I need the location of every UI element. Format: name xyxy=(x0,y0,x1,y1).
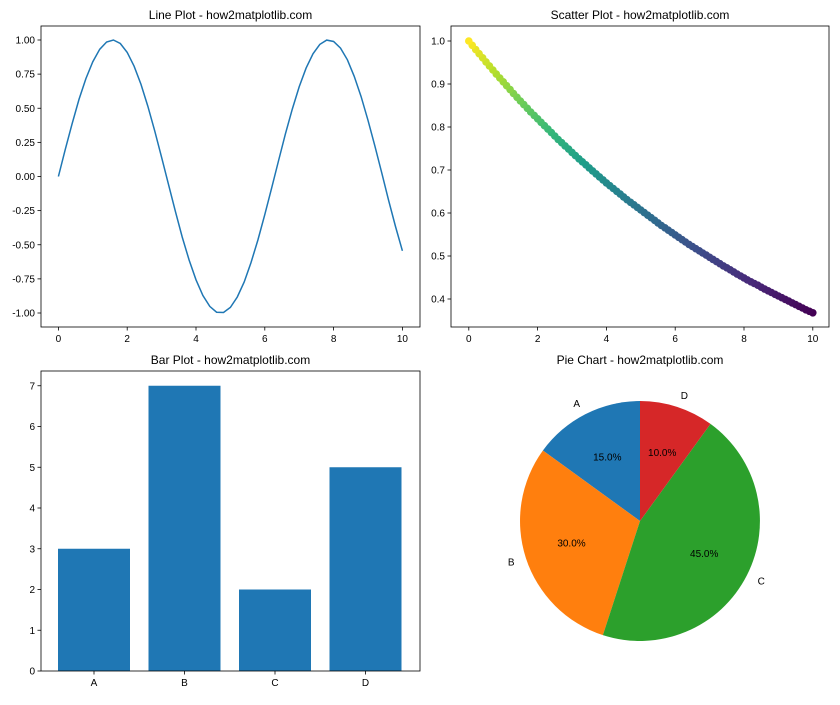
y-tick-label: 0.6 xyxy=(431,209,445,220)
pie-label: A xyxy=(573,399,580,410)
x-tick-label: B xyxy=(181,678,188,689)
pie-slice-a xyxy=(542,401,640,521)
x-tick-label: 2 xyxy=(124,334,130,345)
line-plot: Line Plot - how2matplotlib.com 0 2 4 6 8 10 1.0… xyxy=(12,8,421,345)
x-tick-label: 10 xyxy=(397,334,409,345)
chart-title: Pie Chart - how2matplotlib.com xyxy=(557,353,724,367)
y-tick-label: 0.50 xyxy=(16,104,36,115)
pie-percent-label: 30.0% xyxy=(557,539,585,550)
y-tick-label: 3 xyxy=(29,544,35,555)
x-tick-label: 6 xyxy=(262,334,268,345)
y-tick-label: 0.9 xyxy=(431,80,445,91)
sine-line xyxy=(57,39,404,314)
y-tick-label: 6 xyxy=(29,422,35,433)
pie-slice-c xyxy=(602,423,760,641)
chart-title: Line Plot - how2matplotlib.com xyxy=(149,8,312,22)
y-tick-label: 4 xyxy=(29,504,35,515)
pie-label: B xyxy=(508,557,515,568)
y-tick-label: 2 xyxy=(29,585,35,596)
pie-slice-b xyxy=(520,450,640,636)
chart-title: Scatter Plot - how2matplotlib.com xyxy=(551,8,730,22)
y-tick-label: 0.4 xyxy=(431,295,445,306)
axes-frame xyxy=(40,25,421,328)
y-tick-label: -0.25 xyxy=(12,206,35,217)
x-tick-label: 8 xyxy=(741,334,747,345)
y-tick-label: 0 xyxy=(29,667,35,678)
x-tick-label: 0 xyxy=(466,334,472,345)
bar-plot: Bar Plot - how2matplotlib.com A B C D 0 1 2 3 4 5 6… xyxy=(29,353,421,689)
y-tick-label: 1.0 xyxy=(431,37,445,48)
y-tick-label: -0.75 xyxy=(12,274,35,285)
scatter-point xyxy=(465,37,473,45)
y-tick-label: 7 xyxy=(29,381,35,392)
chart-title: Bar Plot - how2matplotlib.com xyxy=(151,353,310,367)
y-tick-label: 0.25 xyxy=(16,138,36,149)
pie-percent-label: 10.0% xyxy=(648,448,676,459)
axes-frame xyxy=(450,25,830,328)
scatter-plot: Scatter Plot - how2matplotlib.com 0 2 4 6 8 10… xyxy=(431,8,830,345)
x-tick-label: 2 xyxy=(535,334,541,345)
x-tick-label: 8 xyxy=(331,334,337,345)
y-tick-label: 0.5 xyxy=(431,252,445,263)
y-tick-label: 0.75 xyxy=(16,70,36,81)
pie-slice-d xyxy=(640,401,711,521)
y-tick-label: 1.00 xyxy=(16,36,36,47)
axes-frame xyxy=(40,370,421,672)
x-tick-label: D xyxy=(362,678,369,689)
pie-label: C xyxy=(758,576,765,587)
y-tick-label: 0.7 xyxy=(431,166,445,177)
x-tick-label: 4 xyxy=(193,334,199,345)
x-tick-label: A xyxy=(91,678,98,689)
bar-b xyxy=(148,385,221,671)
y-tick-label: 1 xyxy=(29,626,35,637)
pie-label: D xyxy=(681,391,688,402)
y-tick-label: 5 xyxy=(29,463,35,474)
pie-chart: Pie Chart - how2matplotlib.com A 15.0% B 30.… xyxy=(508,353,765,641)
pie-percent-label: 45.0% xyxy=(690,549,718,560)
x-tick-label: 0 xyxy=(56,334,62,345)
x-tick-label: 6 xyxy=(672,334,678,345)
pie-percent-label: 15.0% xyxy=(593,452,621,463)
bar-c xyxy=(239,589,311,671)
bar-a xyxy=(58,548,130,671)
y-tick-label: 0.8 xyxy=(431,123,445,134)
x-tick-label: 10 xyxy=(807,334,819,345)
y-tick-label: -0.50 xyxy=(12,240,35,251)
y-tick-label: 0.00 xyxy=(16,172,36,183)
x-tick-label: 4 xyxy=(604,334,610,345)
bar-d xyxy=(329,467,402,671)
y-tick-label: -1.00 xyxy=(12,309,35,320)
x-tick-label: C xyxy=(271,678,278,689)
